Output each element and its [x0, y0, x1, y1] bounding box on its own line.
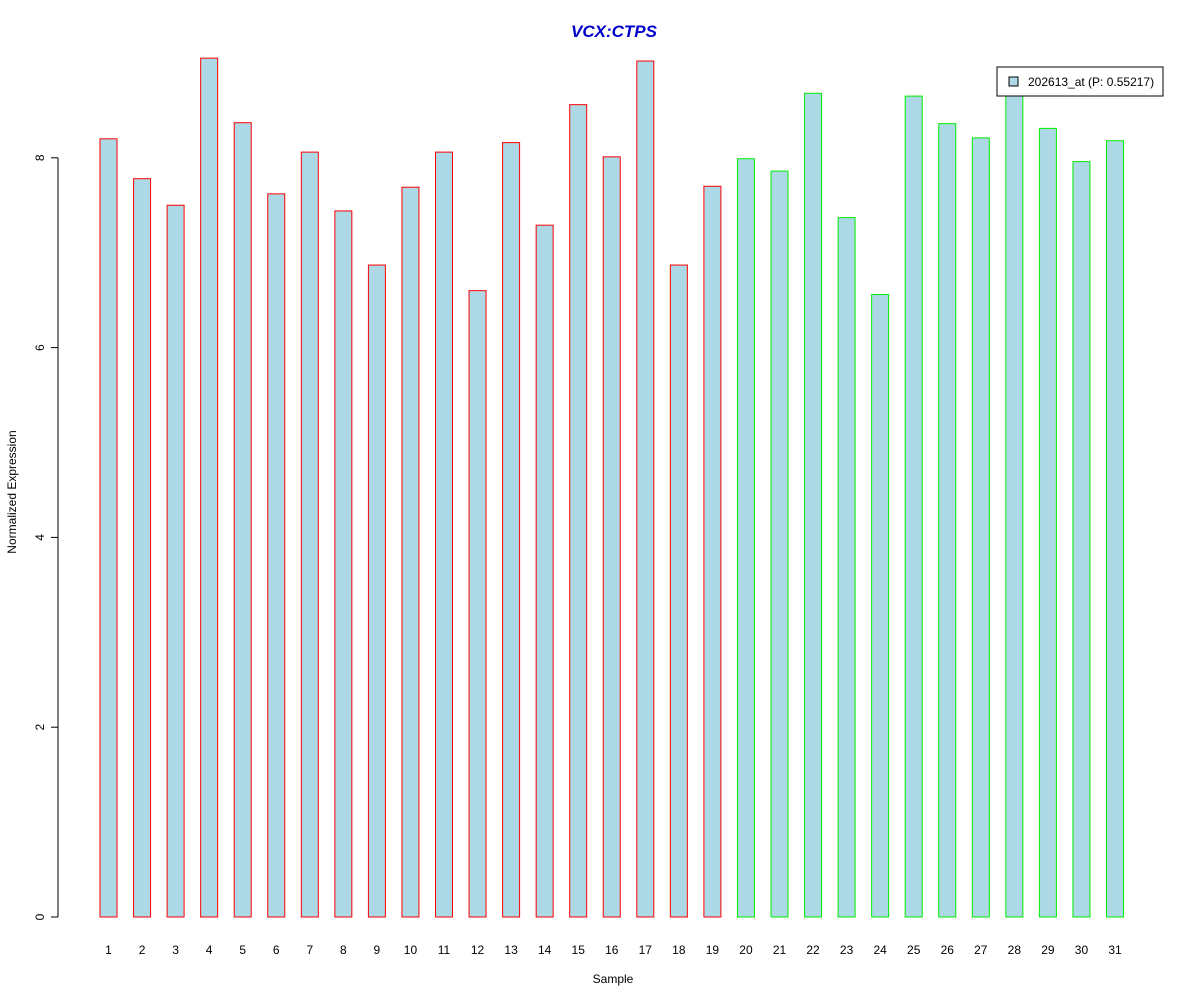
- bar-sample-6: [267, 193, 286, 918]
- x-tick-label: 13: [504, 943, 518, 957]
- x-tick-label: 27: [974, 943, 988, 957]
- x-tick-label: 7: [306, 943, 313, 957]
- bar-sample-16: [602, 156, 621, 918]
- x-tick-label: 6: [273, 943, 280, 957]
- x-tick-label: 9: [374, 943, 381, 957]
- bar-sample-15: [569, 104, 588, 918]
- bar-sample-13: [502, 142, 521, 918]
- x-tick-label: 28: [1008, 943, 1022, 957]
- legend-label: 202613_at (P: 0.55217): [1028, 75, 1154, 89]
- y-axis: 0 2 4 6 8: [33, 154, 59, 920]
- y-tick-label: 0: [33, 913, 47, 920]
- bar-sample-29: [1038, 127, 1057, 918]
- y-tick-label: 4: [33, 534, 47, 541]
- bar-sample-31: [1106, 140, 1124, 918]
- bar-sample-26: [938, 123, 957, 918]
- x-tick-label: 29: [1041, 943, 1055, 957]
- bar-sample-19: [703, 185, 722, 918]
- bar-sample-28: [1005, 92, 1024, 918]
- bars-group: [99, 57, 1124, 918]
- x-tick-label: 23: [840, 943, 854, 957]
- bar-sample-4: [200, 57, 219, 918]
- x-tick-label: 21: [773, 943, 787, 957]
- x-tick-label: 14: [538, 943, 552, 957]
- bar-sample-21: [770, 170, 789, 918]
- x-tick-label: 31: [1108, 943, 1122, 957]
- chart-title: VCX:CTPS: [571, 22, 658, 41]
- bar-sample-9: [367, 264, 386, 918]
- legend: 202613_at (P: 0.55217): [996, 66, 1164, 97]
- bar-sample-7: [300, 151, 319, 918]
- y-tick-label: 2: [33, 724, 47, 731]
- x-tick-label: 16: [605, 943, 619, 957]
- bar-sample-23: [837, 217, 856, 918]
- x-tick-label: 19: [706, 943, 720, 957]
- x-tick-label: 8: [340, 943, 347, 957]
- x-tick-label: 1: [105, 943, 112, 957]
- bar-sample-25: [904, 95, 923, 918]
- x-tick-label: 5: [239, 943, 246, 957]
- bar-sample-24: [871, 293, 890, 918]
- bar-sample-18: [669, 264, 688, 918]
- bar-sample-5: [233, 122, 252, 918]
- bar-sample-14: [535, 224, 554, 918]
- x-tick-label: 18: [672, 943, 686, 957]
- legend-swatch: [1008, 76, 1019, 87]
- x-tick-label: 12: [471, 943, 485, 957]
- x-tick-label: 11: [438, 943, 451, 957]
- x-tick-label: 17: [639, 943, 653, 957]
- x-tick-label: 15: [572, 943, 586, 957]
- x-tick-label: 3: [172, 943, 179, 957]
- x-tick-label: 10: [404, 943, 418, 957]
- x-tick-label: 4: [206, 943, 213, 957]
- bar-sample-30: [1072, 161, 1091, 918]
- legend-box: [996, 66, 1164, 97]
- x-tick-label: 20: [739, 943, 753, 957]
- bar-sample-8: [334, 210, 353, 918]
- bar-sample-22: [804, 92, 823, 918]
- y-tick-label: 8: [33, 154, 47, 161]
- bar-sample-12: [468, 290, 487, 918]
- bar-sample-17: [636, 60, 655, 918]
- bar-sample-2: [133, 178, 152, 918]
- x-tick-labels: 1 2 3 4 5 6 7 8 9 10 11 12 13 14 15 16 17 18 19 20 21 22 23 24 2…: [105, 943, 1122, 957]
- y-axis-title: Normalized Expression: [5, 430, 19, 553]
- x-tick-label: 22: [806, 943, 820, 957]
- x-tick-label: 26: [941, 943, 955, 957]
- bar-sample-3: [166, 204, 185, 918]
- bar-sample-1: [99, 138, 118, 918]
- x-axis-title: Sample: [593, 972, 634, 986]
- bar-sample-11: [435, 151, 453, 918]
- y-tick-label: 6: [33, 344, 47, 351]
- x-tick-label: 30: [1075, 943, 1089, 957]
- x-tick-label: 25: [907, 943, 921, 957]
- bar-sample-20: [736, 158, 755, 918]
- bar-sample-10: [401, 186, 420, 918]
- x-tick-label: 24: [873, 943, 887, 957]
- bar-sample-27: [971, 137, 990, 918]
- x-tick-label: 2: [139, 943, 146, 957]
